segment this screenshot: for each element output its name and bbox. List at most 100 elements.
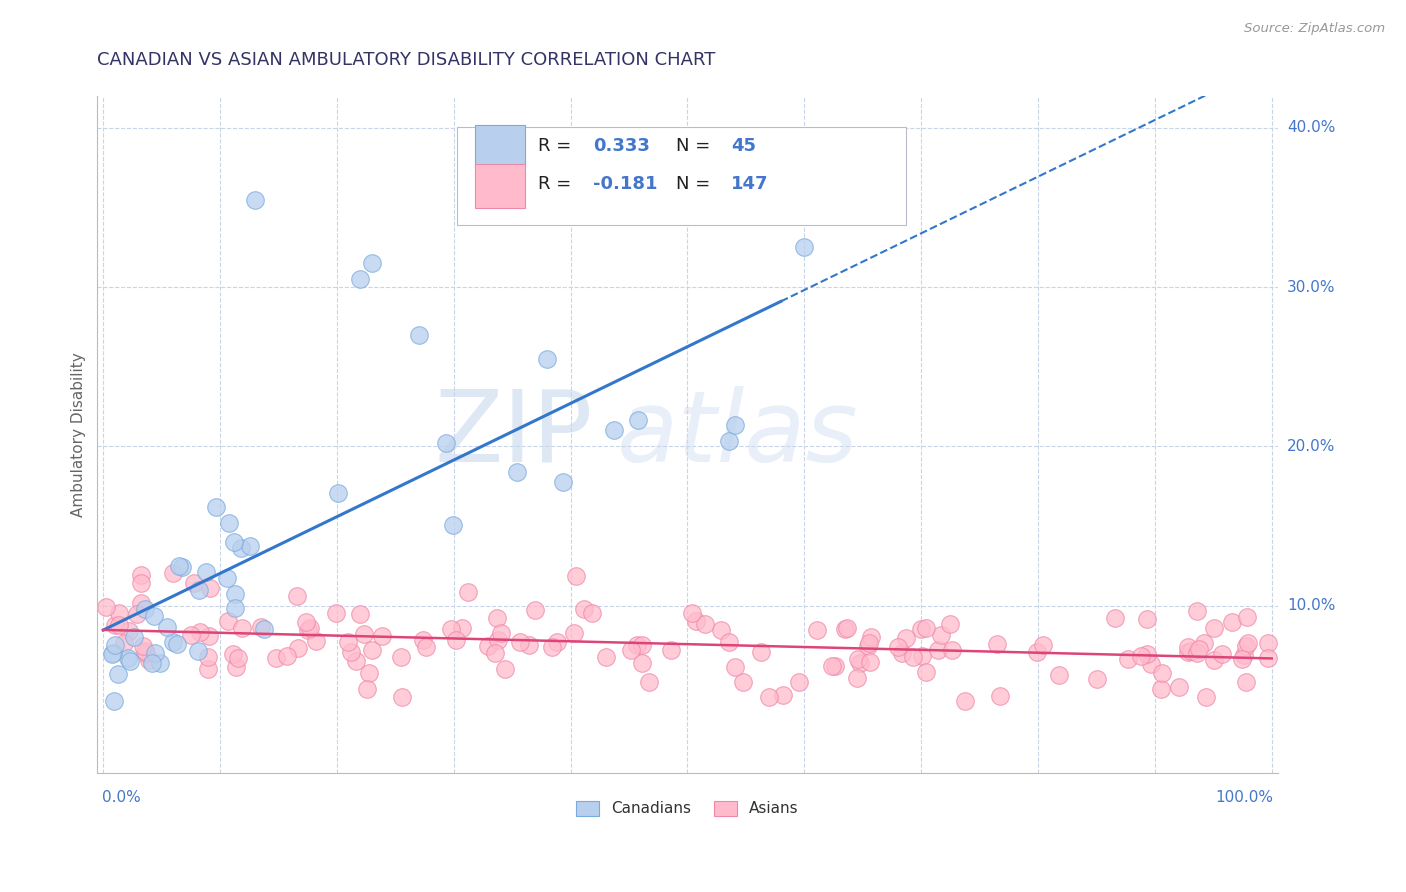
Point bbox=[724, 418, 747, 433]
Point bbox=[187, 582, 209, 597]
Point bbox=[451, 621, 474, 635]
Point bbox=[167, 559, 190, 574]
Point bbox=[986, 636, 1008, 650]
Point bbox=[724, 660, 747, 674]
Point bbox=[834, 622, 856, 636]
Point bbox=[198, 582, 221, 596]
Text: Source: ZipAtlas.com: Source: ZipAtlas.com bbox=[1244, 22, 1385, 36]
Text: 10.0%: 10.0% bbox=[1286, 598, 1336, 613]
Point bbox=[103, 646, 125, 660]
Point bbox=[581, 606, 603, 620]
Point bbox=[143, 608, 166, 623]
Point bbox=[477, 639, 499, 653]
Text: N =: N = bbox=[676, 175, 716, 193]
Point bbox=[156, 620, 179, 634]
Point bbox=[287, 641, 309, 656]
Bar bbox=[475, 125, 524, 169]
Point bbox=[224, 601, 246, 615]
Point bbox=[553, 475, 575, 490]
Point bbox=[1116, 651, 1139, 665]
Point bbox=[117, 650, 139, 665]
Point bbox=[562, 626, 585, 640]
Point bbox=[486, 611, 509, 625]
Point bbox=[138, 653, 160, 667]
Point bbox=[620, 643, 643, 657]
Point bbox=[858, 636, 880, 650]
Y-axis label: Ambulatory Disability: Ambulatory Disability bbox=[72, 352, 86, 516]
Text: R =: R = bbox=[537, 175, 576, 193]
Point bbox=[638, 675, 661, 690]
Point bbox=[631, 638, 654, 652]
Point bbox=[415, 640, 437, 654]
Point bbox=[1185, 646, 1208, 660]
Point bbox=[107, 606, 129, 620]
Point bbox=[129, 576, 152, 591]
Point bbox=[751, 645, 773, 659]
Text: -0.181: -0.181 bbox=[593, 175, 658, 193]
Point bbox=[298, 621, 321, 635]
Point bbox=[565, 569, 588, 583]
Point bbox=[846, 652, 869, 666]
Point bbox=[910, 622, 932, 636]
Point bbox=[891, 646, 914, 660]
Point bbox=[389, 650, 412, 665]
Text: 20.0%: 20.0% bbox=[1286, 439, 1336, 454]
Bar bbox=[475, 164, 524, 208]
Point bbox=[627, 413, 650, 427]
Point bbox=[886, 640, 908, 655]
Point bbox=[821, 658, 844, 673]
Point bbox=[1085, 672, 1108, 686]
Point bbox=[356, 681, 378, 696]
Point bbox=[285, 589, 308, 603]
Point bbox=[340, 645, 363, 659]
Point bbox=[218, 516, 240, 531]
Point bbox=[546, 634, 568, 648]
Point bbox=[990, 689, 1012, 703]
Point bbox=[1188, 642, 1211, 657]
Point bbox=[793, 240, 815, 254]
Point bbox=[149, 656, 172, 670]
Point bbox=[859, 630, 882, 644]
Point bbox=[187, 644, 209, 658]
Point bbox=[162, 635, 184, 649]
Point bbox=[1237, 635, 1260, 649]
Point bbox=[626, 638, 648, 652]
Point bbox=[939, 617, 962, 632]
Legend: Canadians, Asians: Canadians, Asians bbox=[569, 795, 806, 822]
FancyBboxPatch shape bbox=[457, 127, 905, 225]
Point bbox=[1234, 639, 1257, 653]
Point bbox=[849, 657, 872, 671]
Point bbox=[349, 272, 371, 286]
Point bbox=[858, 655, 880, 669]
Point bbox=[107, 667, 129, 681]
Point bbox=[1236, 609, 1258, 624]
Point bbox=[391, 690, 413, 704]
Point bbox=[197, 650, 219, 665]
Point bbox=[1257, 650, 1279, 665]
Point bbox=[360, 643, 382, 657]
Text: 40.0%: 40.0% bbox=[1286, 120, 1336, 136]
Point bbox=[231, 622, 253, 636]
Point bbox=[1220, 615, 1243, 630]
Point bbox=[1230, 652, 1253, 666]
Point bbox=[101, 647, 124, 661]
Point bbox=[107, 618, 129, 632]
Point bbox=[915, 665, 938, 679]
Point bbox=[1129, 648, 1152, 663]
Point bbox=[183, 576, 205, 591]
Point bbox=[772, 688, 794, 702]
Point bbox=[143, 646, 166, 660]
Point bbox=[239, 539, 262, 553]
Point bbox=[718, 634, 741, 648]
Point bbox=[1139, 657, 1161, 671]
Point bbox=[1202, 621, 1225, 635]
Point bbox=[325, 606, 347, 620]
Point bbox=[224, 535, 246, 549]
Point bbox=[359, 665, 381, 680]
Point bbox=[1032, 638, 1054, 652]
Point bbox=[337, 635, 360, 649]
Point bbox=[1257, 636, 1279, 650]
Point bbox=[489, 626, 512, 640]
Point bbox=[1047, 668, 1070, 682]
Text: ZIP: ZIP bbox=[434, 386, 593, 483]
